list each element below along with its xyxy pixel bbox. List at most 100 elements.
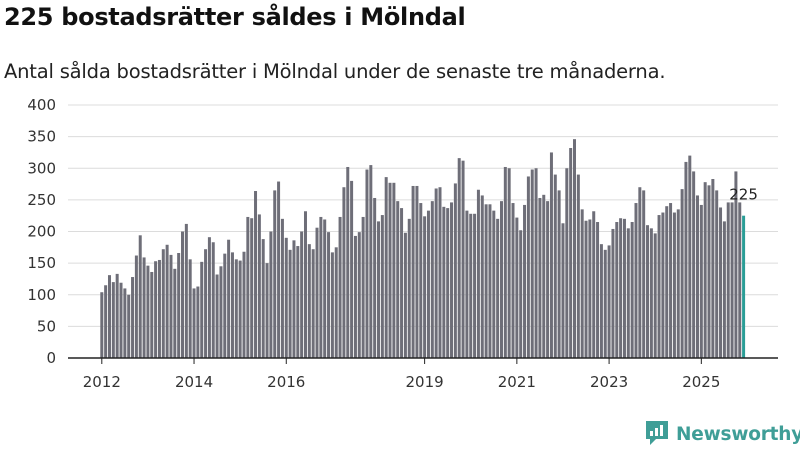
bar: [254, 191, 258, 358]
bar: [565, 168, 569, 358]
bar: [215, 274, 219, 358]
bar: [646, 225, 650, 358]
bar: [327, 232, 331, 358]
bar: [277, 181, 281, 358]
bar: [661, 212, 665, 358]
y-tick-label-0: 0: [46, 349, 56, 367]
axes: [68, 357, 778, 364]
highlight-bar: [742, 215, 746, 358]
bar: [476, 189, 480, 358]
bar: [146, 265, 150, 358]
bar: [357, 232, 361, 358]
bar: [549, 152, 553, 358]
bar: [672, 212, 676, 358]
brand-footer: Newsworthy: [644, 420, 800, 448]
bar: [211, 242, 215, 358]
y-tick-label-400: 400: [27, 96, 56, 114]
bar: [127, 294, 131, 358]
newsworthy-logo-icon: [644, 419, 670, 450]
bar: [311, 249, 315, 358]
bar: [380, 215, 384, 358]
chart-subtitle: Antal sålda bostadsrätter i Mölndal unde…: [4, 60, 666, 83]
bar: [161, 249, 165, 358]
bar: [181, 231, 185, 358]
bar: [142, 257, 146, 358]
bars: [100, 139, 746, 359]
bar: [207, 237, 211, 358]
bar: [580, 209, 584, 358]
bar: [330, 252, 334, 358]
bar: [511, 203, 515, 358]
bar: [657, 215, 661, 358]
bar: [722, 221, 726, 358]
bar: [480, 195, 484, 358]
bar: [350, 180, 354, 358]
bar: [227, 239, 231, 358]
bar: [507, 168, 511, 358]
y-tick-label-250: 250: [27, 191, 56, 209]
bar: [499, 201, 503, 358]
bar: [561, 223, 565, 358]
bar: [711, 179, 715, 358]
x-tick-label-2014: 2014: [175, 373, 213, 391]
bar: [695, 195, 699, 358]
bar: [665, 206, 669, 358]
bar: [134, 255, 138, 358]
bar: [107, 275, 111, 358]
bar: [538, 197, 542, 358]
bar: [680, 189, 684, 358]
bar: [115, 273, 119, 358]
bar: [430, 201, 434, 358]
x-tick-label-2021: 2021: [498, 373, 536, 391]
bar: [154, 261, 158, 358]
bar: [434, 188, 438, 358]
bar: [573, 139, 576, 358]
bar: [519, 230, 523, 358]
bar: [131, 277, 135, 358]
bar: [530, 169, 534, 358]
bar: [684, 161, 688, 358]
bar: [296, 246, 300, 358]
bar: [307, 244, 311, 358]
bar: [119, 282, 123, 358]
bar: [138, 235, 142, 358]
bar: [123, 288, 127, 358]
bar: [169, 254, 173, 358]
bar: [526, 176, 530, 358]
bar: [442, 206, 446, 358]
bar: [584, 220, 588, 358]
bar: [450, 202, 454, 358]
bar: [484, 204, 488, 358]
bar: [219, 266, 223, 358]
y-tick-label-200: 200: [27, 223, 56, 241]
bar: [250, 218, 254, 358]
bar: [699, 204, 703, 358]
bar: [715, 190, 719, 358]
bar: [150, 271, 154, 358]
bar: [353, 235, 357, 358]
bar: [238, 260, 242, 358]
bar: [396, 201, 400, 358]
bar: [388, 182, 392, 358]
bar: [157, 259, 161, 358]
bar: [177, 253, 181, 358]
bar: [246, 216, 250, 358]
bar: [599, 244, 603, 358]
bar: [319, 216, 323, 358]
bar: [192, 288, 196, 358]
labels: 0 50 100 150 200 250 300 350 400 2012 2014 2016 2019…: [27, 96, 758, 391]
bar: [234, 259, 238, 358]
bar: [303, 211, 307, 358]
bar: [188, 259, 192, 358]
x-tick-label-2019: 2019: [406, 373, 444, 391]
bar: [492, 210, 496, 358]
bar: [315, 227, 319, 358]
bar: [342, 187, 346, 358]
bar: [622, 218, 626, 358]
bar: [446, 208, 450, 358]
bar: [423, 216, 427, 358]
bar: [288, 249, 292, 358]
bar: [653, 233, 657, 358]
y-tick-label-150: 150: [27, 254, 56, 272]
bar: [515, 217, 519, 358]
